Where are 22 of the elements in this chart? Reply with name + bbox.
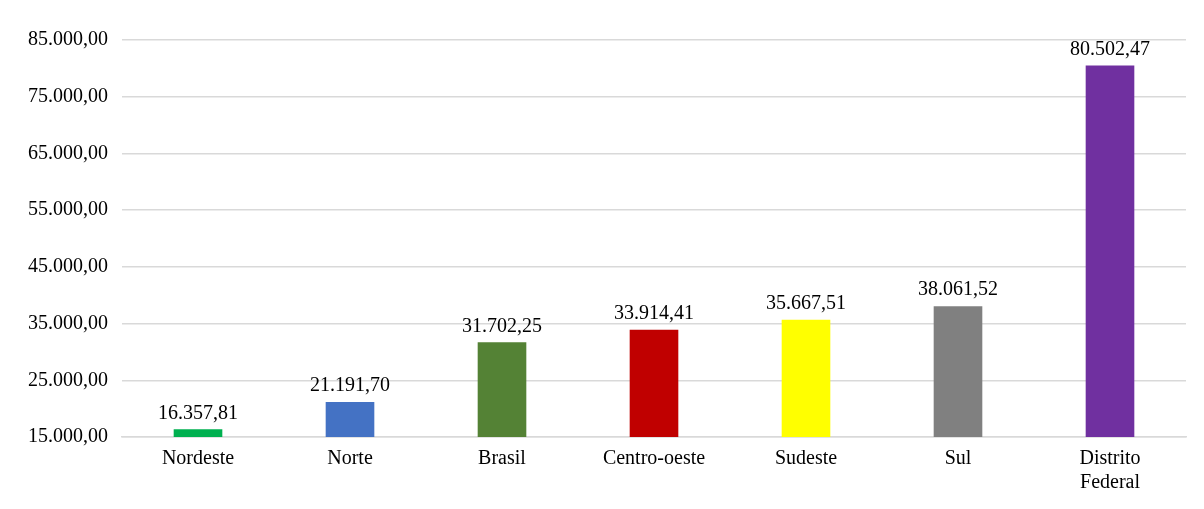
x-tick-label: Brasil bbox=[478, 446, 527, 469]
y-tick-label: 35.000,00 bbox=[28, 310, 108, 333]
y-tick-label: 45.000,00 bbox=[28, 254, 108, 277]
x-tick-label: Sudeste bbox=[774, 446, 838, 469]
data-label: 33.914,41 bbox=[614, 300, 694, 323]
data-label: 16.357,81 bbox=[158, 400, 238, 423]
y-tick-label: 15.000,00 bbox=[28, 424, 108, 447]
x-tick-label: Centro-oeste bbox=[602, 446, 706, 469]
data-label: 21.191,70 bbox=[310, 373, 390, 396]
y-tick-label: 25.000,00 bbox=[28, 367, 108, 390]
y-tick-label: 75.000,00 bbox=[28, 83, 108, 106]
x-tick-label: Nordeste bbox=[161, 446, 235, 469]
y-tick-label: 65.000,00 bbox=[28, 140, 108, 163]
y-tick-label: 55.000,00 bbox=[28, 197, 108, 220]
x-tick-label: Sul bbox=[944, 446, 972, 469]
data-label: 38.061,52 bbox=[918, 277, 998, 300]
data-label: 31.702,25 bbox=[462, 313, 542, 336]
data-label: 80.502,47 bbox=[1070, 36, 1150, 59]
data-label: 35.667,51 bbox=[766, 291, 846, 314]
x-tick-label: Distrito Federal bbox=[1079, 446, 1141, 493]
x-tick-label: Norte bbox=[327, 446, 373, 469]
y-tick-label: 85.000,00 bbox=[28, 27, 108, 50]
